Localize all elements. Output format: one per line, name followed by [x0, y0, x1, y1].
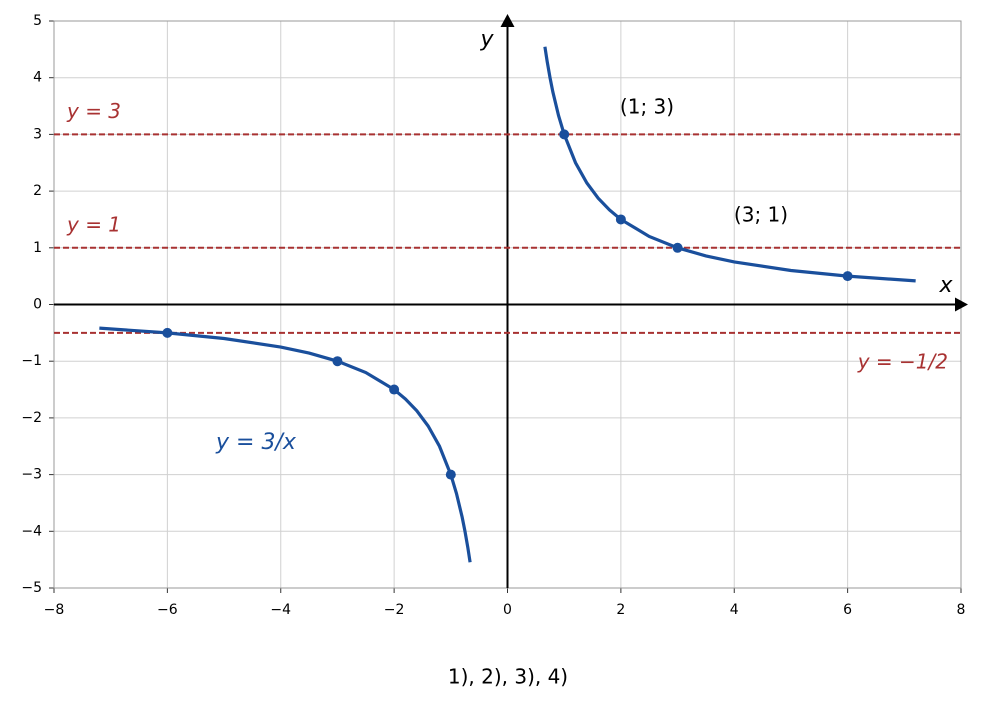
x-tick-label: −8 [44, 602, 65, 618]
x-tick-label: −4 [270, 602, 291, 618]
y-tick-label: 0 [33, 297, 42, 313]
point [672, 242, 683, 253]
annotation: (3; 1) [734, 203, 788, 227]
reference-label: y = −1/2 [857, 349, 948, 373]
x-tick-label: 2 [616, 602, 625, 618]
caption: 1), 2), 3), 4) [448, 665, 568, 689]
point [162, 327, 173, 338]
x-tick-label: 0 [503, 602, 512, 618]
y-tick-label: 1 [33, 240, 42, 256]
annotation: (1; 3) [620, 95, 674, 119]
y-tick-label: −4 [21, 523, 42, 539]
y-tick-label: 3 [33, 126, 42, 142]
y-tick-label: −1 [21, 353, 42, 369]
x-tick-label: 8 [957, 602, 966, 618]
curve-label: y = 3/x [215, 430, 297, 455]
y-tick-label: −2 [21, 410, 42, 426]
curve [99, 46, 916, 563]
y-axis-label: y [479, 27, 494, 52]
point [615, 214, 626, 225]
y-axis-arrow [500, 14, 515, 27]
x-axis-arrow [955, 297, 968, 312]
x-tick-label: 6 [843, 602, 852, 618]
x-tick-label: −6 [157, 602, 178, 618]
point [559, 129, 570, 140]
y-tick-label: −3 [21, 467, 42, 483]
point [445, 469, 456, 480]
y-tick-label: 4 [33, 70, 42, 86]
x-tick-label: 4 [730, 602, 739, 618]
reference-label: y = 3 [66, 99, 121, 123]
reference-label: y = 1 [66, 212, 121, 236]
x-tick-label: −2 [384, 602, 405, 618]
point [332, 356, 343, 367]
y-tick-label: 2 [33, 183, 42, 199]
point [389, 384, 400, 395]
x-axis-label: x [938, 273, 953, 298]
point [842, 271, 853, 282]
y-tick-label: −5 [21, 580, 42, 596]
y-tick-label: 5 [33, 13, 42, 29]
